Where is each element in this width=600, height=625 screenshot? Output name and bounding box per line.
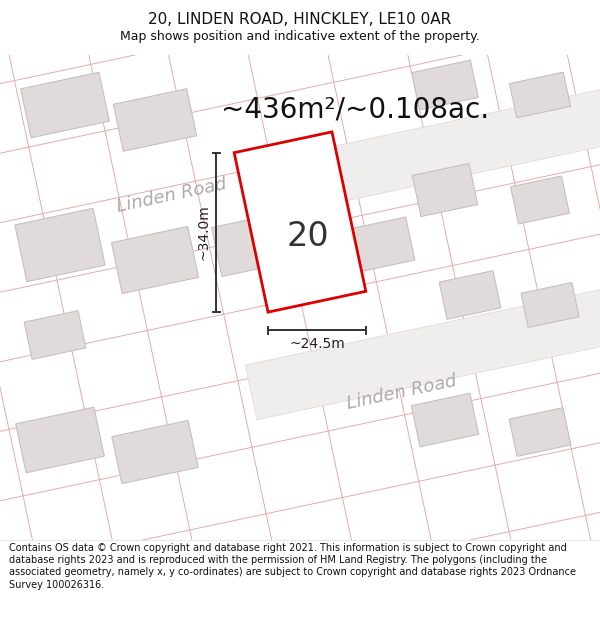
Polygon shape xyxy=(439,271,501,319)
Polygon shape xyxy=(234,132,366,312)
Polygon shape xyxy=(509,408,571,456)
Text: 20: 20 xyxy=(287,221,329,254)
Text: ~34.0m: ~34.0m xyxy=(196,204,210,260)
Text: Map shows position and indicative extent of the property.: Map shows position and indicative extent… xyxy=(120,30,480,43)
Polygon shape xyxy=(24,311,86,359)
Polygon shape xyxy=(245,19,600,220)
Text: ~24.5m: ~24.5m xyxy=(289,337,345,351)
Polygon shape xyxy=(411,393,479,447)
Polygon shape xyxy=(212,214,289,276)
Polygon shape xyxy=(345,217,415,273)
Polygon shape xyxy=(412,163,478,217)
Polygon shape xyxy=(15,208,105,282)
Polygon shape xyxy=(112,226,199,294)
Text: ~436m²/~0.108ac.: ~436m²/~0.108ac. xyxy=(221,96,489,124)
Polygon shape xyxy=(20,72,109,138)
Polygon shape xyxy=(521,282,579,328)
Text: Linden Road: Linden Road xyxy=(115,174,228,216)
Polygon shape xyxy=(113,89,197,151)
Polygon shape xyxy=(511,176,569,224)
Text: 20, LINDEN ROAD, HINCKLEY, LE10 0AR: 20, LINDEN ROAD, HINCKLEY, LE10 0AR xyxy=(148,12,452,27)
Polygon shape xyxy=(16,408,104,472)
Polygon shape xyxy=(509,72,571,118)
Text: Linden Road: Linden Road xyxy=(345,372,458,413)
Polygon shape xyxy=(112,421,198,484)
Polygon shape xyxy=(412,60,478,110)
Text: Contains OS data © Crown copyright and database right 2021. This information is : Contains OS data © Crown copyright and d… xyxy=(9,542,576,590)
Polygon shape xyxy=(245,219,600,420)
